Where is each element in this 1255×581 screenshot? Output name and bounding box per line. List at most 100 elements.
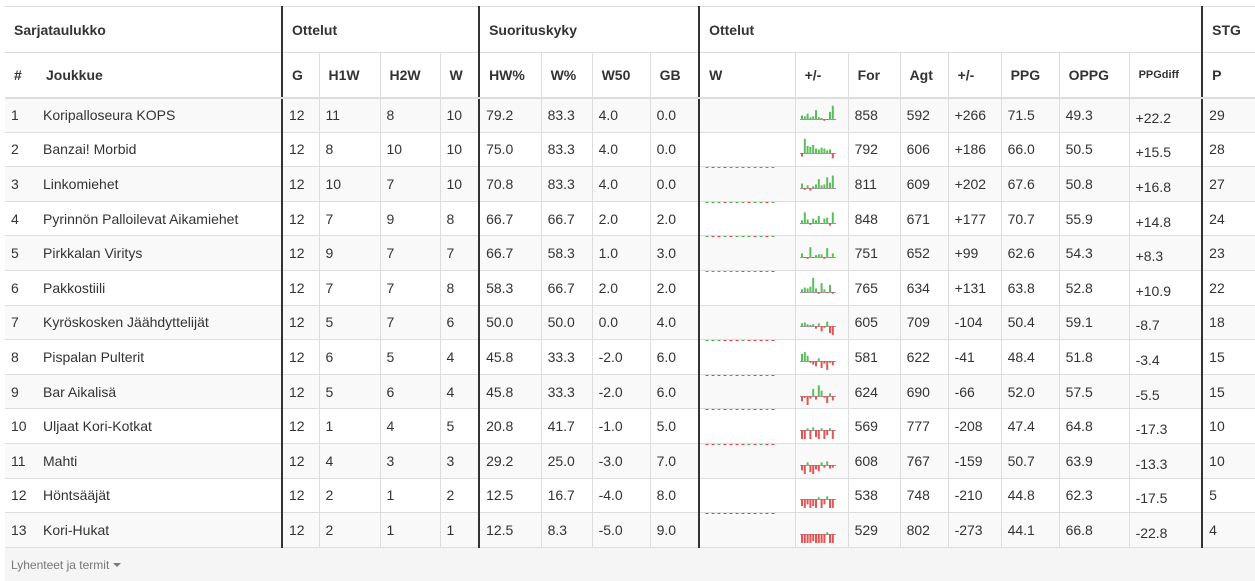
col-agt[interactable]: Agt xyxy=(899,52,949,99)
loss-dot xyxy=(723,375,728,376)
col-h1w[interactable]: H1W xyxy=(318,52,381,99)
sparkbar-baseline xyxy=(799,360,836,362)
cell-oppg: 59.1 xyxy=(1058,304,1130,340)
cell-rank: 3 xyxy=(5,166,37,202)
win-margin-bar xyxy=(828,428,831,431)
col-w[interactable]: W xyxy=(439,52,480,99)
win-dot xyxy=(735,202,740,203)
cell-diff: -273 xyxy=(947,512,1002,548)
cell-wpct: 83.3 xyxy=(540,97,593,133)
cell-h1w: 7 xyxy=(318,269,381,306)
win-margin-bar xyxy=(808,117,811,120)
abbreviations-toggle[interactable]: Lyhenteet ja termit xyxy=(5,546,1255,581)
cell-diff: +266 xyxy=(947,97,1002,133)
win-margin-bar xyxy=(814,288,817,292)
cell-form xyxy=(698,131,796,167)
loss-dot xyxy=(753,479,758,480)
sparkbar-baseline xyxy=(799,153,836,155)
col-h2w[interactable]: H2W xyxy=(379,52,441,99)
win-dot xyxy=(729,167,734,168)
table-row: 5 Pirkkalan Viritys 12 9 7 7 66.7 58.3 1.0 3.0 751… xyxy=(5,235,1255,271)
col-w50[interactable]: W50 xyxy=(591,52,651,99)
cell-w: 10 xyxy=(439,97,480,133)
win-dot xyxy=(741,236,746,238)
win-margin-bar xyxy=(820,390,823,396)
cell-hwpct: 45.8 xyxy=(478,373,542,409)
win-margin-bar xyxy=(814,148,817,154)
cell-h2w: 9 xyxy=(379,200,441,236)
cell-ppg: 70.7 xyxy=(1000,200,1060,236)
col-gb[interactable]: GB xyxy=(649,52,700,99)
cell-for: 529 xyxy=(847,512,901,548)
loss-dot xyxy=(711,479,716,480)
win-margin-bar xyxy=(817,179,820,188)
loss-dot xyxy=(741,271,746,272)
sparkbar-baseline xyxy=(799,499,836,501)
cell-h1w: 7 xyxy=(318,200,381,236)
margin-sparkbars xyxy=(799,139,836,159)
win-margin-bar xyxy=(820,118,823,120)
col-oppg[interactable]: OPPG xyxy=(1058,52,1130,99)
col-diff[interactable]: +/- xyxy=(947,52,1002,99)
win-dot xyxy=(765,375,770,376)
loss-margin-bar xyxy=(800,533,803,543)
col-pm-chart[interactable]: +/- xyxy=(794,52,849,99)
cell-form xyxy=(698,477,796,513)
win-dot xyxy=(705,98,710,100)
col-rank[interactable]: # xyxy=(5,52,37,99)
loss-margin-bar xyxy=(825,119,828,121)
win-margin-bar xyxy=(803,352,806,361)
cell-rank: 10 xyxy=(5,408,37,444)
col-form[interactable]: W xyxy=(698,52,796,99)
cell-p: 10 xyxy=(1201,442,1255,479)
loss-dot xyxy=(753,306,758,307)
win-dot xyxy=(753,271,758,272)
cell-form xyxy=(698,339,796,375)
loss-margin-bar xyxy=(811,257,814,259)
win-margin-bar xyxy=(811,388,814,396)
win-dot xyxy=(759,479,764,480)
cell-pm-chart xyxy=(794,512,849,548)
cell-oppg: 50.8 xyxy=(1058,166,1130,202)
win-margin-bar xyxy=(822,289,825,292)
col-wpct[interactable]: W% xyxy=(540,52,593,99)
win-dot xyxy=(705,271,710,272)
col-ppg[interactable]: PPG xyxy=(1000,52,1060,99)
col-p[interactable]: P xyxy=(1201,52,1255,99)
win-dot xyxy=(711,271,716,272)
win-dot xyxy=(723,133,728,134)
win-dot xyxy=(747,271,752,272)
cell-agt: 690 xyxy=(899,373,949,409)
win-margin-bar xyxy=(828,111,831,120)
win-dot xyxy=(729,271,734,272)
loss-margin-bar xyxy=(811,533,814,542)
col-g[interactable]: G xyxy=(281,52,320,99)
cell-wpct: 50.0 xyxy=(540,304,593,340)
cell-gb: 9.0 xyxy=(649,512,700,548)
win-margin-bar xyxy=(825,150,828,154)
cell-rank: 13 xyxy=(5,512,37,548)
col-for[interactable]: For xyxy=(847,52,901,99)
cell-wpct: 16.7 xyxy=(540,477,593,513)
group-standings: Sarjataulukko xyxy=(5,6,283,53)
cell-w50: 0.0 xyxy=(591,304,651,340)
col-team[interactable]: Joukkue xyxy=(37,52,283,99)
loss-dot xyxy=(771,444,776,445)
win-margin-bar xyxy=(806,428,809,431)
cell-pm-chart xyxy=(794,442,849,479)
col-hwpct[interactable]: HW% xyxy=(478,52,542,99)
group-header-row: Sarjataulukko Ottelut Suorituskyky Ottel… xyxy=(5,6,1255,53)
margin-sparkbars xyxy=(799,321,836,336)
loss-margin-bar xyxy=(828,360,831,363)
loss-dot xyxy=(753,444,758,445)
cell-p: 29 xyxy=(1201,97,1255,133)
cell-gb: 7.0 xyxy=(649,442,700,479)
cell-ppgdiff: +16.8 xyxy=(1128,166,1203,202)
cell-oppg: 51.8 xyxy=(1058,339,1130,375)
cell-oppg: 64.8 xyxy=(1058,408,1130,444)
win-dot xyxy=(723,98,728,100)
cell-h2w: 7 xyxy=(379,235,441,271)
loss-dot xyxy=(735,340,740,341)
loss-dot xyxy=(717,479,722,480)
col-ppgdiff[interactable]: PPGdiff xyxy=(1128,52,1203,99)
